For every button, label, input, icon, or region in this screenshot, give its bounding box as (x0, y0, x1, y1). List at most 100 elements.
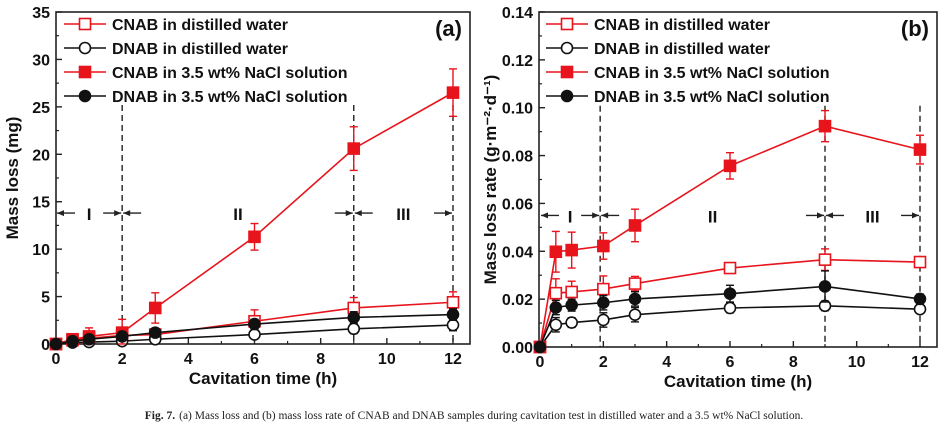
data-point (446, 86, 460, 99)
figure-caption: Fig. 7. (a) Mass loss and (b) mass loss r… (0, 410, 948, 422)
data-point (82, 332, 96, 346)
series-dnab-in-3-5-wt-nacl-solution (49, 308, 460, 351)
data-point (347, 311, 361, 324)
x-tick-label: 2 (599, 354, 608, 371)
y-tick-label: 10 (32, 242, 50, 259)
legend-label: CNAB in distilled water (112, 17, 288, 34)
data-point (248, 230, 261, 244)
x-tick-label: 2 (118, 351, 127, 368)
series-dnab-in-distilled-water (533, 299, 927, 354)
data-point (66, 334, 79, 348)
legend-label: DNAB in distilled water (594, 41, 770, 58)
data-point (628, 292, 642, 306)
data-point (446, 308, 460, 321)
series-cnab-in-3-5-wt-nacl-solution (533, 109, 927, 354)
stage-arrowhead (345, 210, 353, 217)
data-point (597, 296, 610, 310)
x-axis-label: Cavitation time (h) (664, 372, 812, 391)
data-point (565, 243, 578, 257)
data-point (549, 318, 563, 332)
data-point (818, 119, 832, 133)
y-tick-label: 20 (32, 147, 50, 164)
data-point (347, 322, 361, 336)
plot-frame (55, 11, 471, 345)
legend-marker (560, 65, 574, 79)
y-axis-label: Mass loss rate (g·m⁻²·d⁻¹) (481, 75, 500, 285)
data-point (723, 261, 737, 275)
data-point (148, 326, 162, 339)
stage-arrowhead (592, 212, 600, 219)
data-point (347, 142, 361, 155)
y-tick-label: 0.14 (502, 5, 533, 22)
data-point (913, 255, 927, 269)
stage-arrowhead (817, 212, 824, 219)
y-tick-label: 0.00 (502, 340, 533, 357)
data-point (533, 340, 547, 354)
data-point (597, 239, 610, 253)
data-point (628, 219, 642, 232)
legend-label: CNAB in 3.5 wt% NaCl solution (112, 65, 348, 82)
x-tick-label: 8 (789, 354, 798, 371)
data-point (913, 292, 927, 306)
x-tick-label: 0 (536, 354, 545, 371)
stage-arrowhead (912, 212, 919, 219)
x-tick-label: 6 (726, 354, 735, 371)
caption-text: (a) Mass loss and (b) mass loss rate of … (179, 410, 804, 422)
data-point (49, 337, 63, 351)
chart-panel-a: 0 2 4 6 8 10 12 0 5 10 15 20 25 30 35 Cavitation time (… (3, 5, 471, 388)
x-tick-label: 12 (444, 351, 462, 368)
y-tick-label: 5 (41, 290, 50, 307)
x-tick-label: 10 (378, 351, 396, 368)
y-tick-label: 0.04 (502, 244, 533, 261)
y-tick-label: 30 (32, 52, 50, 69)
legend-marker (78, 41, 92, 55)
stage-arrowhead (114, 210, 122, 217)
data-point (818, 253, 832, 266)
data-point (115, 330, 129, 343)
y-axis-label: Mass loss (mg) (3, 117, 22, 240)
y-tick-label: 15 (32, 195, 50, 212)
y-tick-label: 0.10 (502, 101, 533, 118)
legend-label: DNAB in 3.5 wt% NaCl solution (112, 89, 348, 106)
data-point (628, 308, 642, 321)
data-point (446, 318, 460, 332)
data-point (723, 287, 737, 300)
stage-label: I (87, 205, 92, 224)
y-tick-label: 0.08 (502, 149, 533, 166)
stage-arrowhead (445, 210, 452, 217)
stage-arrowhead (541, 212, 548, 219)
data-point (549, 286, 563, 300)
legend-marker (78, 89, 92, 103)
y-tick-label: 0.06 (502, 196, 533, 213)
data-point (549, 301, 563, 314)
legend-label: CNAB in 3.5 wt% NaCl solution (594, 65, 830, 82)
x-axis-label: Cavitation time (h) (189, 369, 337, 388)
data-point (148, 301, 162, 315)
data-point (913, 143, 927, 156)
legend: CNAB in distilled water DNAB in distilled… (546, 17, 830, 106)
stage-arrowhead (826, 212, 833, 219)
series-dnab-in-3-5-wt-nacl-solution (533, 270, 927, 354)
legend: CNAB in distilled water DNAB in distilled… (64, 17, 348, 106)
y-tick-label: 0 (41, 337, 50, 354)
legend-marker (78, 17, 92, 31)
data-point (818, 280, 832, 293)
x-tick-label: 10 (848, 354, 866, 371)
x-tick-label: 4 (662, 354, 671, 371)
y-tick-label: 0.02 (502, 292, 533, 309)
data-point (913, 302, 927, 316)
x-tick-label: 8 (316, 351, 325, 368)
legend-marker (560, 89, 574, 103)
panel-label: (b) (901, 16, 929, 41)
data-point (597, 313, 610, 327)
stage-label: III (396, 205, 410, 224)
x-tick-label: 0 (52, 351, 61, 368)
chart-panel-b: 0 2 4 6 8 10 12 0.00 0.02 0.04 0.06 0.08 0.10 0.12 0.1… (481, 5, 938, 391)
legend-label: DNAB in distilled water (112, 41, 288, 58)
data-point (248, 317, 261, 331)
stage-arrowhead (57, 210, 64, 217)
legend-label: DNAB in 3.5 wt% NaCl solution (594, 89, 830, 106)
stage-label: II (708, 207, 717, 226)
y-tick-label: 25 (32, 100, 50, 117)
